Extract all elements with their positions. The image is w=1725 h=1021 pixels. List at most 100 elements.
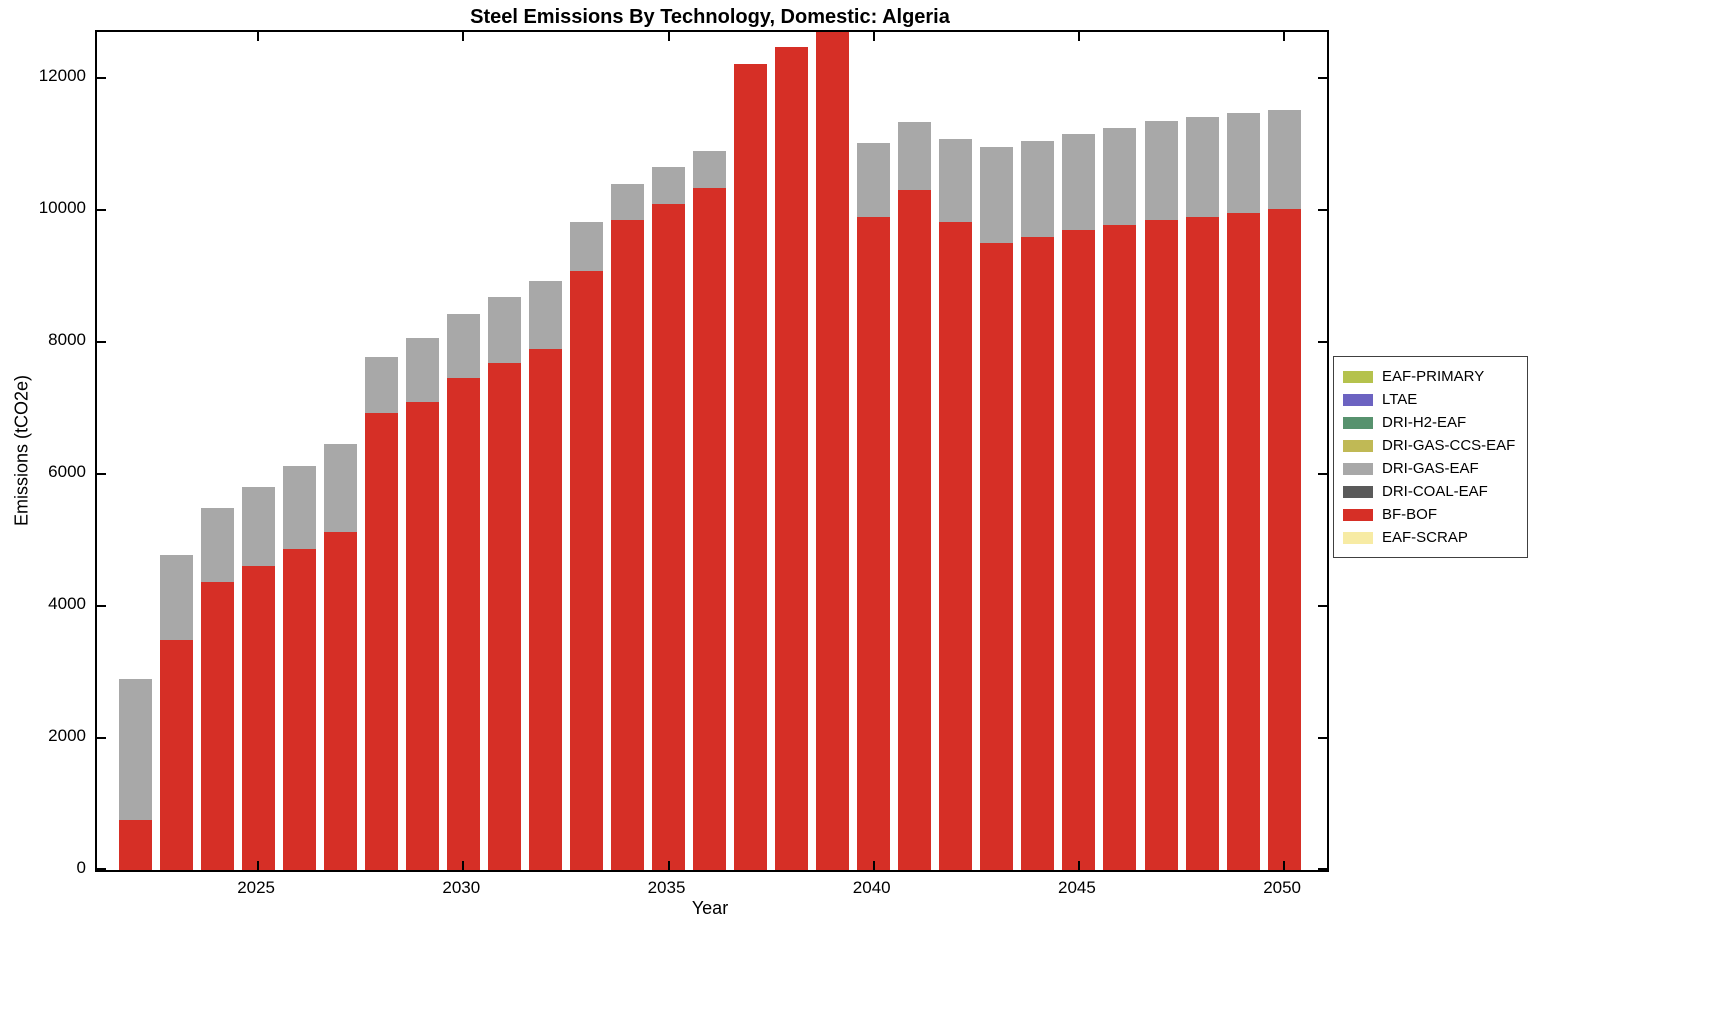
legend-swatch-DRI-H2-EAF xyxy=(1343,416,1373,429)
y-tick-label-2000: 2000 xyxy=(48,726,86,746)
y-tick-mark-left-8000 xyxy=(97,341,106,344)
bar-segment-2032-BF-BOF xyxy=(528,348,562,870)
y-tick-mark-left-0 xyxy=(97,868,106,870)
bar-segment-2034-BF-BOF xyxy=(610,220,644,870)
x-tick-mark-bottom-2040 xyxy=(872,861,875,870)
legend-swatch-DRI-COAL-EAF xyxy=(1343,485,1373,498)
y-tick-mark-right-10000 xyxy=(1318,209,1327,212)
bar-segment-2041-DRI-GAS-EAF xyxy=(898,122,932,191)
chart-title: Steel Emissions By Technology, Domestic:… xyxy=(470,6,950,28)
bar-segment-2049-DRI-GAS-EAF xyxy=(1226,113,1260,214)
bar-segment-2045-BF-BOF xyxy=(1062,229,1096,870)
bar-segment-2024-BF-BOF xyxy=(200,582,234,870)
bar-segment-2029-DRI-GAS-EAF xyxy=(405,338,439,402)
legend-item-DRI-H2-EAF: DRI-H2-EAF xyxy=(1343,411,1515,434)
y-tick-mark-right-2000 xyxy=(1318,737,1327,740)
y-tick-mark-right-8000 xyxy=(1318,341,1327,344)
bar-segment-2034-DRI-GAS-EAF xyxy=(610,184,644,221)
x-tick-mark-top-2050 xyxy=(1283,32,1286,41)
bar-segment-2037-BF-BOF xyxy=(734,63,768,870)
bar-segment-2030-DRI-GAS-EAF xyxy=(446,313,480,379)
y-tick-label-12000: 12000 xyxy=(38,66,86,86)
x-tick-mark-bottom-2035 xyxy=(667,861,670,870)
bar-segment-2043-BF-BOF xyxy=(980,243,1014,870)
legend-swatch-EAF-SCRAP xyxy=(1343,531,1373,544)
x-tick-mark-top-2035 xyxy=(667,32,670,41)
bar-segment-2030-BF-BOF xyxy=(446,378,480,870)
legend-swatch-EAF-PRIMARY xyxy=(1343,370,1373,383)
bar-segment-2031-DRI-GAS-EAF xyxy=(487,297,521,364)
x-tick-label-2035: 2035 xyxy=(647,878,686,897)
legend: EAF-PRIMARY LTAE DRI-H2-EAF DRI-GAS-CCS-EAF… xyxy=(1333,356,1529,558)
bar-segment-2047-BF-BOF xyxy=(1144,220,1178,870)
bar-segment-2044-BF-BOF xyxy=(1021,236,1055,870)
x-tick-mark-top-2045 xyxy=(1077,32,1080,41)
bar-segment-2027-BF-BOF xyxy=(323,531,357,870)
x-tick-mark-top-2030 xyxy=(462,32,465,41)
bar-segment-2035-DRI-GAS-EAF xyxy=(652,167,686,205)
legend-item-BF-BOF: BF-BOF xyxy=(1343,503,1515,526)
legend-swatch-BF-BOF xyxy=(1343,508,1373,521)
x-tick-mark-bottom-2045 xyxy=(1077,861,1080,870)
bar-segment-2029-BF-BOF xyxy=(405,401,439,870)
legend-label: BF-BOF xyxy=(1382,506,1437,523)
legend-swatch-DRI-GAS-EAF xyxy=(1343,462,1373,475)
bar-segment-2032-DRI-GAS-EAF xyxy=(528,280,562,349)
bar-segment-2031-BF-BOF xyxy=(487,363,521,870)
legend-item-DRI-GAS-EAF: DRI-GAS-EAF xyxy=(1343,457,1515,480)
y-tick-mark-left-4000 xyxy=(97,605,106,608)
y-tick-mark-right-6000 xyxy=(1318,473,1327,476)
y-axis-label: Emissions (tCO2e) xyxy=(11,374,32,527)
x-tick-label-2025: 2025 xyxy=(237,878,276,897)
x-tick-mark-top-2025 xyxy=(257,32,260,41)
legend-label: DRI-GAS-CCS-EAF xyxy=(1382,437,1516,454)
bar-segment-2050-DRI-GAS-EAF xyxy=(1267,109,1301,209)
x-axis-label: Year xyxy=(691,898,729,918)
x-tick-mark-top-2040 xyxy=(872,32,875,41)
legend-label: DRI-GAS-EAF xyxy=(1382,460,1479,477)
y-tick-mark-right-0 xyxy=(1318,868,1327,870)
bar-segment-2048-BF-BOF xyxy=(1185,216,1219,870)
bar-segment-2050-BF-BOF xyxy=(1267,208,1301,870)
bar-segment-2036-DRI-GAS-EAF xyxy=(693,150,727,189)
bar-segment-2046-BF-BOF xyxy=(1103,224,1137,870)
y-tick-mark-right-12000 xyxy=(1318,77,1327,80)
legend-swatch-DRI-GAS-CCS-EAF xyxy=(1343,439,1373,452)
legend-label: EAF-SCRAP xyxy=(1382,529,1468,546)
bar-segment-2042-BF-BOF xyxy=(939,222,973,870)
bar-segment-2036-BF-BOF xyxy=(693,188,727,870)
y-tick-mark-right-4000 xyxy=(1318,605,1327,608)
legend-swatch-LTAE xyxy=(1343,393,1373,406)
x-tick-label-2030: 2030 xyxy=(442,878,481,897)
bar-segment-2046-DRI-GAS-EAF xyxy=(1103,127,1137,225)
y-tick-mark-left-6000 xyxy=(97,473,106,476)
bar-segment-2047-DRI-GAS-EAF xyxy=(1144,121,1178,221)
bar-segment-2025-DRI-GAS-EAF xyxy=(241,487,275,566)
bar-segment-2022-BF-BOF xyxy=(118,819,152,870)
bar-segment-2041-BF-BOF xyxy=(898,190,932,870)
bar-segment-2040-DRI-GAS-EAF xyxy=(857,142,891,217)
y-tick-mark-left-2000 xyxy=(97,737,106,740)
bar-segment-2028-BF-BOF xyxy=(364,412,398,870)
x-tick-label-2040: 2040 xyxy=(852,878,891,897)
legend-label: DRI-COAL-EAF xyxy=(1382,483,1488,500)
legend-item-LTAE: LTAE xyxy=(1343,388,1515,411)
bar-segment-2039-BF-BOF xyxy=(816,32,850,870)
y-tick-label-4000: 4000 xyxy=(48,594,86,614)
bar-segment-2048-DRI-GAS-EAF xyxy=(1185,117,1219,217)
bar-segment-2023-BF-BOF xyxy=(159,640,193,870)
legend-label: EAF-PRIMARY xyxy=(1382,368,1485,385)
bar-segment-2049-BF-BOF xyxy=(1226,213,1260,870)
bar-segment-2035-BF-BOF xyxy=(652,204,686,870)
legend-item-DRI-COAL-EAF: DRI-COAL-EAF xyxy=(1343,480,1515,503)
legend-label: LTAE xyxy=(1382,391,1418,408)
bar-segment-2038-BF-BOF xyxy=(775,47,809,870)
bar-segment-2025-BF-BOF xyxy=(241,565,275,870)
y-tick-mark-left-12000 xyxy=(97,77,106,80)
legend-item-DRI-GAS-CCS-EAF: DRI-GAS-CCS-EAF xyxy=(1343,434,1515,457)
bar-segment-2044-DRI-GAS-EAF xyxy=(1021,140,1055,237)
bar-segment-2040-BF-BOF xyxy=(857,216,891,870)
x-tick-label-2045: 2045 xyxy=(1057,878,1096,897)
plot-area xyxy=(95,30,1329,872)
bar-segment-2033-DRI-GAS-EAF xyxy=(569,222,603,271)
